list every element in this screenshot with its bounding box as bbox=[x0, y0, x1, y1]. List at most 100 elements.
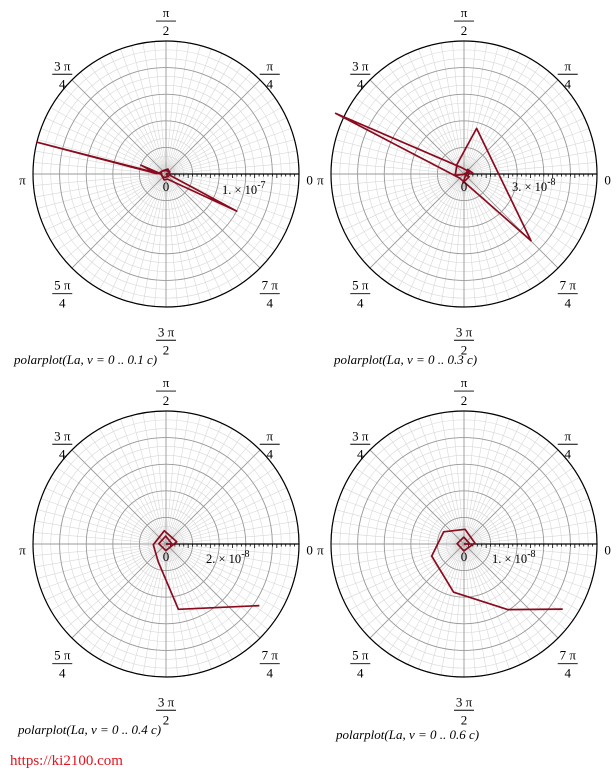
angle-label-7: 7 π4 bbox=[557, 648, 578, 681]
grid-spoke-fine bbox=[80, 173, 167, 277]
grid-spoke-fine bbox=[332, 520, 465, 545]
grid-spoke-fine bbox=[429, 543, 465, 673]
grid-spoke-fine bbox=[463, 543, 590, 590]
grid-spoke-fine bbox=[165, 41, 178, 175]
grid-spoke-fine bbox=[142, 173, 167, 306]
angle-label-3: 3 π4 bbox=[52, 428, 73, 461]
grid-spoke-fine bbox=[463, 173, 585, 231]
grid-spoke-fine bbox=[418, 173, 465, 300]
grid-spoke-fine bbox=[165, 173, 190, 306]
grid-spoke-fine bbox=[387, 64, 465, 175]
grid-spoke-fine bbox=[418, 418, 465, 545]
angle-label-0: 0 bbox=[306, 173, 313, 188]
grid-spoke-fine bbox=[361, 173, 465, 260]
grid-spoke-fine bbox=[361, 88, 465, 175]
grid-spoke-fine bbox=[429, 45, 465, 175]
angle-label-denominator: 2 bbox=[461, 393, 468, 408]
grid-spoke-fine bbox=[463, 532, 597, 545]
grid-spoke-fine bbox=[463, 543, 580, 611]
grid-spoke-fine bbox=[165, 543, 292, 590]
grid-spoke-fine bbox=[45, 543, 167, 601]
grid-spoke-fine bbox=[165, 162, 299, 175]
grid-spoke-fine bbox=[165, 117, 287, 175]
grid-spoke-fine bbox=[463, 173, 580, 241]
grid-spoke-fine bbox=[165, 45, 201, 175]
grid-spoke-fine bbox=[463, 117, 585, 175]
grid-spoke-fine bbox=[165, 487, 287, 545]
grid-spoke-major bbox=[165, 173, 261, 269]
angle-label-2: π2 bbox=[156, 5, 176, 38]
grid-spoke-fine bbox=[165, 520, 298, 545]
grid-spoke-fine bbox=[165, 173, 282, 241]
grid-spoke-fine bbox=[463, 58, 531, 175]
grid-spoke-fine bbox=[338, 543, 465, 590]
grid-spoke-major bbox=[369, 173, 465, 269]
angle-label-numerator: 3 π bbox=[352, 58, 369, 73]
angle-label-0: 0 bbox=[306, 543, 313, 558]
angle-label-denominator: 4 bbox=[59, 666, 66, 681]
grid-spoke-fine bbox=[463, 543, 541, 654]
grid-spoke-fine bbox=[335, 543, 465, 579]
grid-spoke-fine bbox=[343, 543, 465, 601]
radial-scale-exponent: -8 bbox=[547, 177, 555, 188]
grid-spoke-fine bbox=[397, 58, 465, 175]
grid-spoke-fine bbox=[463, 543, 593, 579]
grid-spoke-fine bbox=[165, 543, 252, 647]
grid-spoke-fine bbox=[343, 487, 465, 545]
grid-spoke-fine bbox=[89, 64, 167, 175]
grid-spoke-fine bbox=[463, 441, 550, 545]
grid-spoke-fine bbox=[45, 487, 167, 545]
grid-spoke-fine bbox=[463, 71, 550, 175]
grid-spoke-fine bbox=[37, 543, 167, 579]
angle-label-2: π2 bbox=[156, 375, 176, 408]
grid-spoke-fine bbox=[50, 477, 167, 545]
grid-spoke-fine bbox=[463, 543, 550, 647]
grid-spoke-fine bbox=[418, 48, 465, 175]
grid-spoke-fine bbox=[165, 411, 178, 545]
angle-label-5: 5 π4 bbox=[52, 278, 73, 311]
angle-label-text: π bbox=[19, 173, 26, 188]
grid-spoke-fine bbox=[335, 509, 465, 545]
grid-spoke-fine bbox=[463, 173, 531, 290]
grid-spoke-fine bbox=[165, 509, 295, 545]
grid-spoke-major bbox=[463, 79, 559, 175]
grid-spoke-fine bbox=[56, 173, 167, 251]
origin-label: 0 bbox=[461, 549, 468, 564]
angle-label-0: 0 bbox=[604, 173, 611, 188]
grid-spoke-fine bbox=[463, 509, 593, 545]
grid-spoke-fine bbox=[165, 173, 295, 209]
angle-label-numerator: 3 π bbox=[54, 428, 71, 443]
grid-spoke-fine bbox=[463, 173, 488, 306]
grid-spoke-fine bbox=[463, 423, 521, 545]
angle-label-4: π bbox=[317, 173, 324, 188]
radial-scale-exponent: -7 bbox=[257, 180, 265, 191]
angle-label-4: π bbox=[19, 173, 26, 188]
grid-spoke-fine bbox=[338, 128, 465, 175]
grid-spoke-fine bbox=[109, 543, 167, 665]
grid-spoke-fine bbox=[165, 467, 276, 545]
grid-spoke-fine bbox=[332, 150, 465, 175]
grid-spoke-fine bbox=[463, 173, 521, 295]
grid-spoke-fine bbox=[165, 543, 190, 676]
grid-spoke-major bbox=[71, 79, 167, 175]
grid-spoke-fine bbox=[440, 412, 465, 545]
grid-spoke-fine bbox=[463, 543, 531, 660]
grid-spoke-fine bbox=[463, 412, 488, 545]
angle-label-numerator: π bbox=[163, 375, 170, 390]
grid-spoke-fine bbox=[165, 88, 269, 175]
grid-spoke-fine bbox=[418, 543, 465, 670]
angle-label-denominator: 2 bbox=[461, 23, 468, 38]
grid-spoke-fine bbox=[165, 543, 287, 601]
angle-label-denominator: 4 bbox=[357, 76, 364, 91]
grid-spoke-fine bbox=[463, 173, 550, 277]
angle-label-6: 3 π2 bbox=[454, 694, 474, 727]
grid-spoke-fine bbox=[165, 53, 223, 175]
grid-spoke-fine bbox=[80, 543, 167, 647]
source-url[interactable]: https://ki2100.com bbox=[10, 753, 123, 769]
grid-spoke-major bbox=[463, 173, 559, 269]
angle-label-2: π2 bbox=[454, 375, 474, 408]
grid-spoke-fine bbox=[120, 173, 167, 300]
grid-spoke-major bbox=[463, 449, 559, 545]
grid-spoke-fine bbox=[354, 173, 465, 251]
